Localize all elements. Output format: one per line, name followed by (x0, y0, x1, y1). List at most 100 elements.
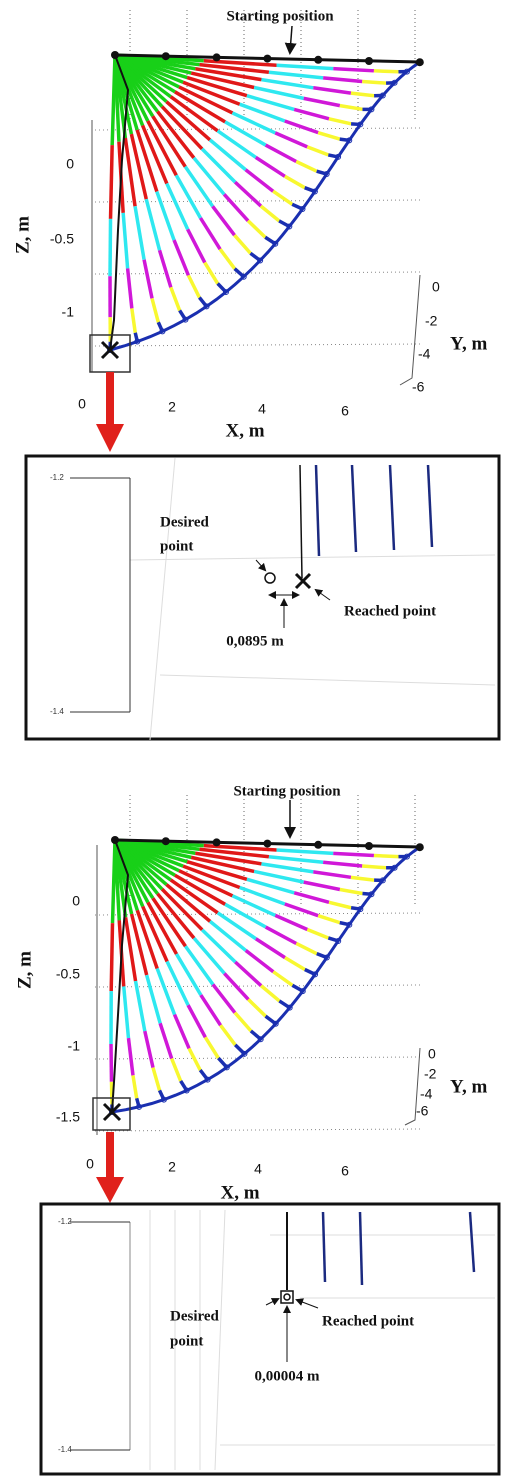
link (304, 186, 316, 194)
x-tick: 4 (258, 401, 266, 417)
link (131, 1075, 139, 1099)
link (373, 69, 399, 74)
tip (257, 1036, 264, 1043)
link (231, 111, 276, 135)
link (222, 193, 250, 222)
link (178, 309, 187, 321)
link (373, 853, 399, 859)
y-label: Y, m (450, 1076, 487, 1097)
trajectory (111, 845, 421, 1114)
link (211, 205, 236, 237)
link (233, 180, 263, 208)
tick: -1.2 (58, 1217, 72, 1226)
link (133, 205, 146, 261)
joint (314, 840, 323, 849)
x-tick: 6 (341, 403, 349, 419)
y-tick: -4 (420, 1086, 433, 1102)
reached-label: Reached point (322, 1313, 414, 1329)
link (187, 1047, 202, 1071)
link (211, 983, 237, 1014)
link (291, 983, 304, 993)
link (306, 927, 330, 940)
zoom-box (39, 1202, 501, 1476)
link (327, 936, 339, 943)
link (186, 860, 248, 881)
desired-label: Desired (170, 1308, 220, 1324)
y-tick: -2 (425, 313, 438, 329)
link (172, 1013, 191, 1050)
link (224, 120, 267, 147)
link (339, 103, 363, 112)
link (172, 239, 191, 277)
link (239, 885, 286, 906)
trajectory (109, 60, 421, 352)
z-tick: -1 (68, 1038, 81, 1054)
link (150, 297, 160, 323)
link (186, 228, 207, 264)
link (278, 999, 291, 1010)
link (108, 145, 114, 219)
joint (365, 57, 373, 65)
final-arm (111, 839, 130, 1113)
z-tick: -1 (62, 304, 75, 320)
link (190, 855, 255, 874)
link (123, 917, 138, 982)
link (259, 984, 281, 1003)
link (323, 860, 363, 868)
zoom-arrow (106, 372, 114, 424)
reached-marker (280, 1290, 294, 1304)
z-tick: -0.5 (56, 966, 80, 982)
tip (257, 257, 264, 264)
link (247, 998, 267, 1018)
link (362, 864, 387, 870)
grid (94, 984, 421, 988)
link (317, 130, 341, 141)
link (110, 839, 117, 924)
link (293, 891, 330, 905)
zoom-arrow (96, 1177, 124, 1203)
grid (94, 271, 421, 275)
y-tick: -2 (424, 1066, 437, 1082)
link (272, 970, 294, 987)
link (216, 129, 257, 159)
tip (368, 106, 375, 113)
y-tick: -6 (412, 379, 425, 395)
link (233, 234, 252, 255)
joint (161, 52, 170, 61)
link (198, 296, 208, 308)
z-label: Z, m (14, 951, 35, 989)
z-tick: 0 (66, 156, 74, 172)
link (199, 847, 270, 859)
link (160, 887, 204, 932)
link (156, 892, 196, 940)
link (333, 66, 375, 73)
link (268, 70, 324, 80)
link (195, 66, 262, 82)
tip (272, 1020, 279, 1027)
link (304, 967, 316, 976)
link (303, 880, 341, 892)
link (218, 248, 237, 270)
link (272, 189, 294, 206)
desired-label: Desired (160, 514, 210, 530)
link (146, 120, 178, 177)
arrow (284, 25, 297, 55)
link (316, 169, 328, 176)
link (123, 137, 137, 207)
x-tick: 6 (341, 1163, 349, 1179)
link (246, 219, 267, 239)
zoom-arrow (106, 1132, 114, 1177)
joint (263, 54, 272, 63)
link (293, 107, 330, 121)
x-tick: 2 (168, 1159, 176, 1175)
link (261, 77, 314, 90)
desired-label: point (160, 538, 193, 554)
link (126, 1037, 135, 1076)
link (231, 894, 277, 918)
title: Starting position (233, 783, 341, 799)
link (192, 156, 226, 196)
link (165, 182, 190, 231)
link (165, 100, 212, 142)
link (195, 851, 262, 866)
x-tick: 0 (78, 396, 86, 412)
